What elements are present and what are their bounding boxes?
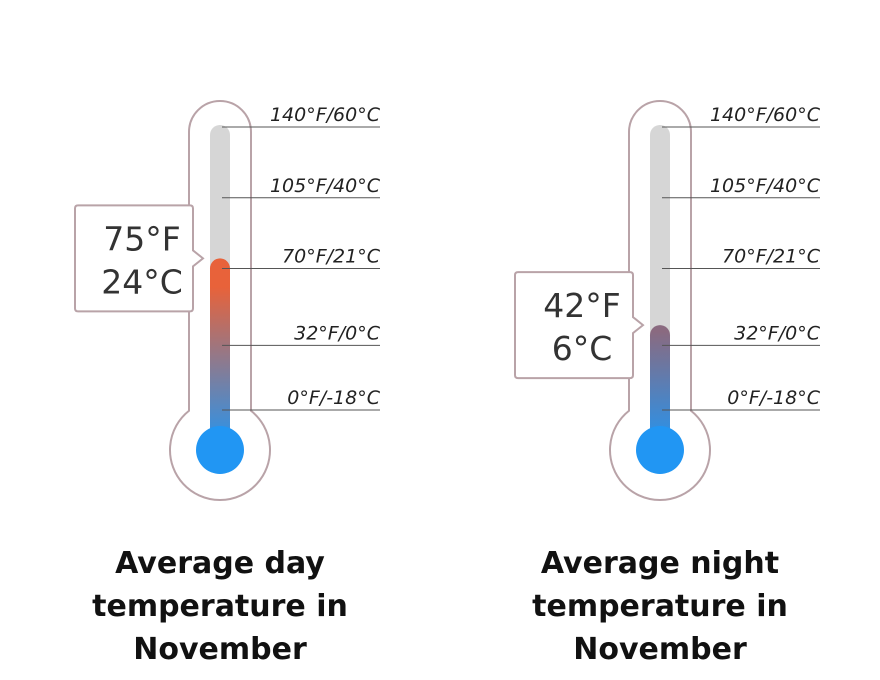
tick-label: 32°F/0°C (734, 322, 821, 344)
value-label-f: 42°F (543, 286, 620, 325)
tick-label: 140°F/60°C (270, 104, 381, 126)
caption-line: temperature in (92, 589, 348, 624)
tick-label: 70°F/21°C (722, 246, 821, 268)
tick-label: 140°F/60°C (710, 104, 821, 126)
tick-label: 32°F/0°C (294, 322, 381, 344)
tick-label: 70°F/21°C (282, 246, 381, 268)
value-callout (514, 271, 645, 380)
caption-line: Average day (115, 546, 325, 581)
thermometer-bulb (636, 426, 684, 474)
caption-line: Average night (541, 546, 779, 581)
tick-label: 105°F/40°C (270, 175, 381, 197)
tick-label: 0°F/-18°C (727, 387, 820, 409)
thermometer-bulb (196, 426, 244, 474)
thermometer-1: 140°F/60°C 105°F/40°C 70°F/21°C 32°F/0°C 0°F… (514, 100, 821, 667)
value-callout (74, 204, 205, 313)
caption-line: November (573, 632, 747, 667)
mercury-level (650, 325, 670, 450)
value-label-c: 6°C (552, 329, 613, 368)
tick-label: 0°F/-18°C (287, 387, 380, 409)
mercury-level (210, 258, 230, 450)
value-label-c: 24°C (101, 262, 183, 301)
tick-label: 105°F/40°C (710, 175, 821, 197)
caption-line: November (133, 632, 307, 667)
caption-line: temperature in (532, 589, 788, 624)
thermometer-0: 140°F/60°C 105°F/40°C 70°F/21°C 32°F/0°C 0°F… (74, 100, 381, 667)
value-label-f: 75°F (103, 219, 180, 258)
